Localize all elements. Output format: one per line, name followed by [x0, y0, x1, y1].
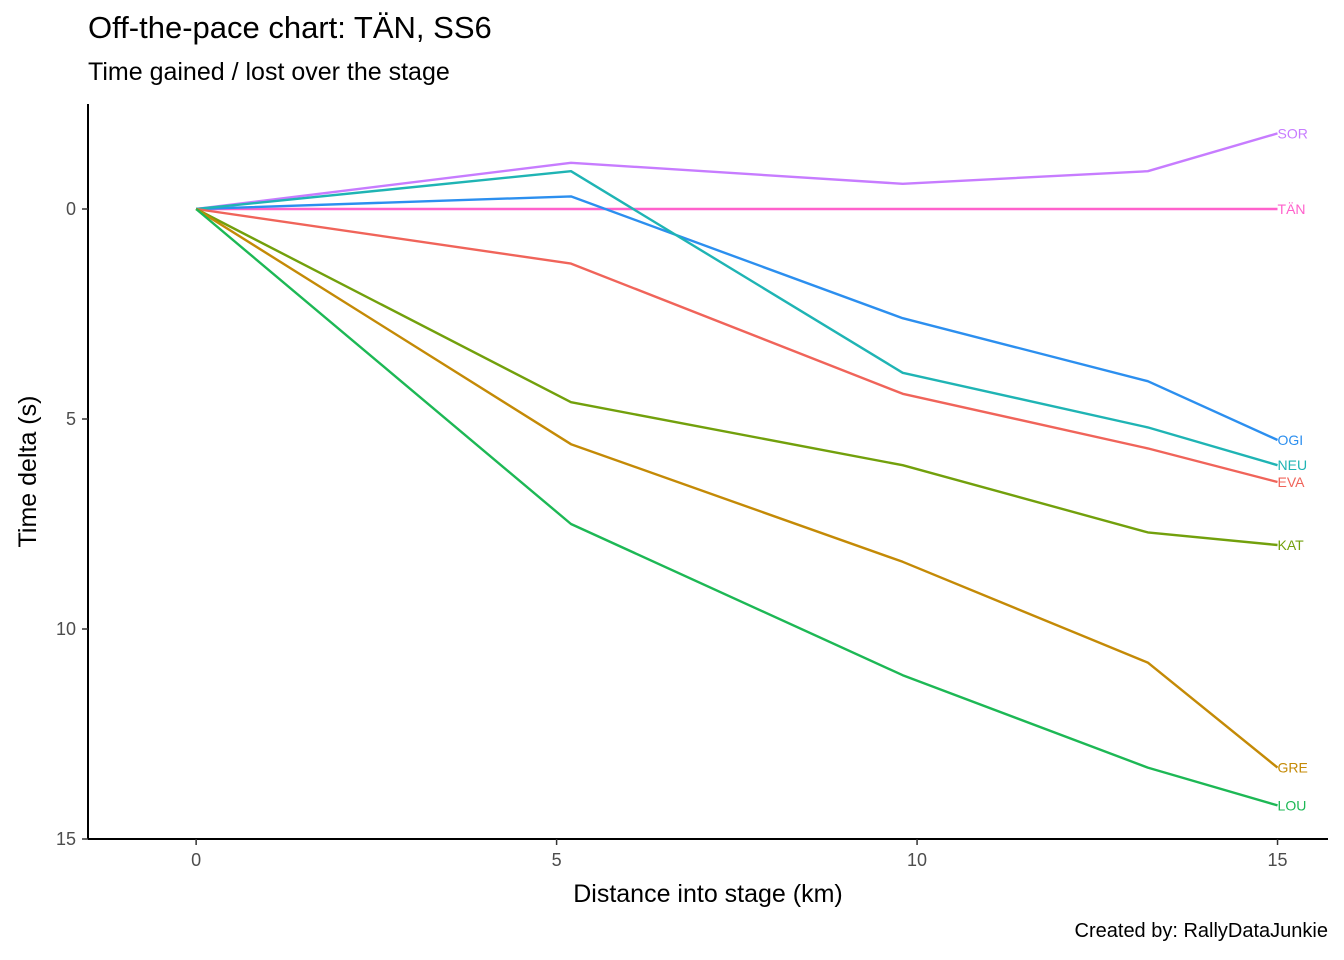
series-line-sor: [195, 132, 1278, 211]
x-tick-label: 0: [191, 850, 201, 870]
series-label-lou: LOU: [1278, 797, 1307, 813]
x-tick-label: 10: [907, 850, 927, 870]
series-label-kat: KAT: [1278, 537, 1305, 553]
series-label-neu: NEU: [1278, 457, 1308, 473]
series-label-sor: SOR: [1278, 125, 1308, 141]
x-tick-label: 5: [552, 850, 562, 870]
y-tick-label: 5: [66, 409, 76, 429]
y-tick-label: 15: [56, 829, 76, 849]
series-label-ogi: OGI: [1278, 432, 1304, 448]
series-label-eva: EVA: [1278, 474, 1306, 490]
chart-title: Off-the-pace chart: TÄN, SS6: [88, 10, 492, 45]
series-label-gre: GRE: [1278, 760, 1308, 776]
series-label-tän: TÄN: [1278, 201, 1306, 217]
x-axis-title: Distance into stage (km): [573, 880, 843, 908]
chart-caption: Created by: RallyDataJunkie: [1074, 920, 1328, 942]
chart-subtitle: Time gained / lost over the stage: [88, 58, 450, 86]
x-tick-label: 15: [1268, 850, 1288, 870]
series-line-ogi: [196, 195, 1278, 442]
series-line-neu: [195, 169, 1278, 467]
series-line-kat: [195, 207, 1278, 547]
series-line-gre: [195, 207, 1279, 769]
y-tick-label: 0: [66, 199, 76, 219]
y-axis-title: Time delta (s): [14, 396, 42, 548]
y-tick-label: 10: [56, 619, 76, 639]
series-line-lou: [195, 208, 1278, 807]
series-line-eva: [195, 207, 1278, 484]
